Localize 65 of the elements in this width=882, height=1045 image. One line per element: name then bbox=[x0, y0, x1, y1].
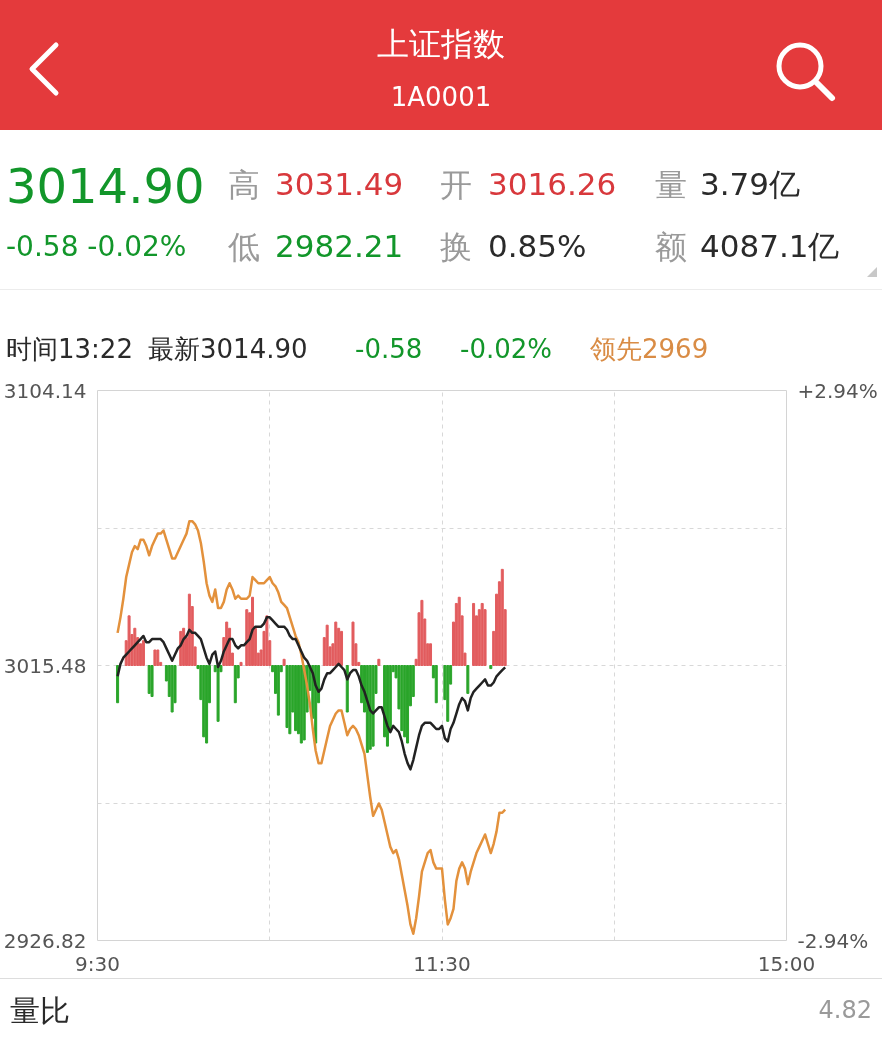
text: 额 bbox=[655, 227, 687, 266]
bar bbox=[133, 627, 137, 666]
bar bbox=[251, 596, 255, 666]
text: 3.79亿 bbox=[700, 166, 801, 203]
text: 开 bbox=[440, 165, 472, 204]
bar bbox=[385, 665, 389, 747]
text: 3016.26 bbox=[488, 166, 617, 203]
bar bbox=[150, 665, 154, 698]
bar bbox=[288, 665, 292, 735]
chart-subtitle: 1A0001 bbox=[390, 82, 492, 113]
x-tick-label: 9:30 bbox=[75, 951, 120, 976]
bar bbox=[170, 665, 174, 713]
text: 量比 bbox=[10, 992, 70, 1029]
y2-tick-label: +2.94% bbox=[797, 378, 878, 403]
text: 4087.1亿 bbox=[700, 228, 840, 265]
bar bbox=[294, 665, 298, 732]
line-series bbox=[116, 616, 507, 771]
text: 量 bbox=[655, 165, 687, 204]
text: 领先2969 bbox=[590, 334, 709, 365]
bar bbox=[420, 599, 424, 666]
bar bbox=[216, 665, 220, 722]
bar bbox=[156, 649, 160, 666]
bar bbox=[377, 658, 381, 666]
bar bbox=[446, 665, 450, 722]
bar bbox=[127, 615, 131, 666]
line-series bbox=[116, 519, 507, 935]
text: -0.58 -0.02% bbox=[6, 229, 187, 264]
bar bbox=[406, 665, 410, 744]
bar bbox=[500, 568, 504, 666]
bar bbox=[351, 621, 355, 666]
y-tick-label: 2926.82 bbox=[3, 928, 87, 953]
text: 3031.49 bbox=[275, 166, 404, 203]
bar bbox=[334, 621, 338, 666]
bar bbox=[434, 665, 438, 704]
text: 3014.90 bbox=[6, 158, 205, 215]
bar bbox=[233, 665, 237, 704]
bar bbox=[429, 643, 433, 666]
bar bbox=[141, 640, 145, 666]
bar bbox=[205, 665, 209, 744]
text: 4.82 bbox=[818, 996, 872, 1025]
text: 时间13:22 bbox=[6, 334, 133, 365]
text: 2982.21 bbox=[275, 228, 404, 265]
text: 0.85% bbox=[488, 228, 587, 265]
x-tick-label: 11:30 bbox=[413, 951, 471, 976]
text: -0.02% bbox=[460, 334, 552, 365]
chart-title: 上证指数 bbox=[377, 24, 505, 63]
y2-tick-label: -2.94% bbox=[797, 928, 869, 953]
y-tick-label: 3015.48 bbox=[3, 653, 87, 678]
bar bbox=[472, 602, 476, 666]
text: 低 bbox=[228, 227, 260, 266]
bar bbox=[265, 615, 269, 666]
text: 最新3014.90 bbox=[148, 334, 308, 365]
bar bbox=[489, 665, 493, 670]
x-tick-label: 15:00 bbox=[757, 951, 816, 976]
bar bbox=[466, 665, 470, 694]
y-tick-label: 3104.14 bbox=[3, 378, 87, 403]
text: -0.58 bbox=[355, 334, 423, 365]
text: 换 bbox=[440, 227, 472, 266]
bar bbox=[276, 665, 280, 716]
bar bbox=[239, 661, 243, 666]
text: 高 bbox=[228, 165, 260, 204]
bar bbox=[340, 630, 344, 666]
bar bbox=[282, 658, 286, 666]
bar bbox=[153, 649, 157, 666]
bar bbox=[187, 593, 191, 666]
